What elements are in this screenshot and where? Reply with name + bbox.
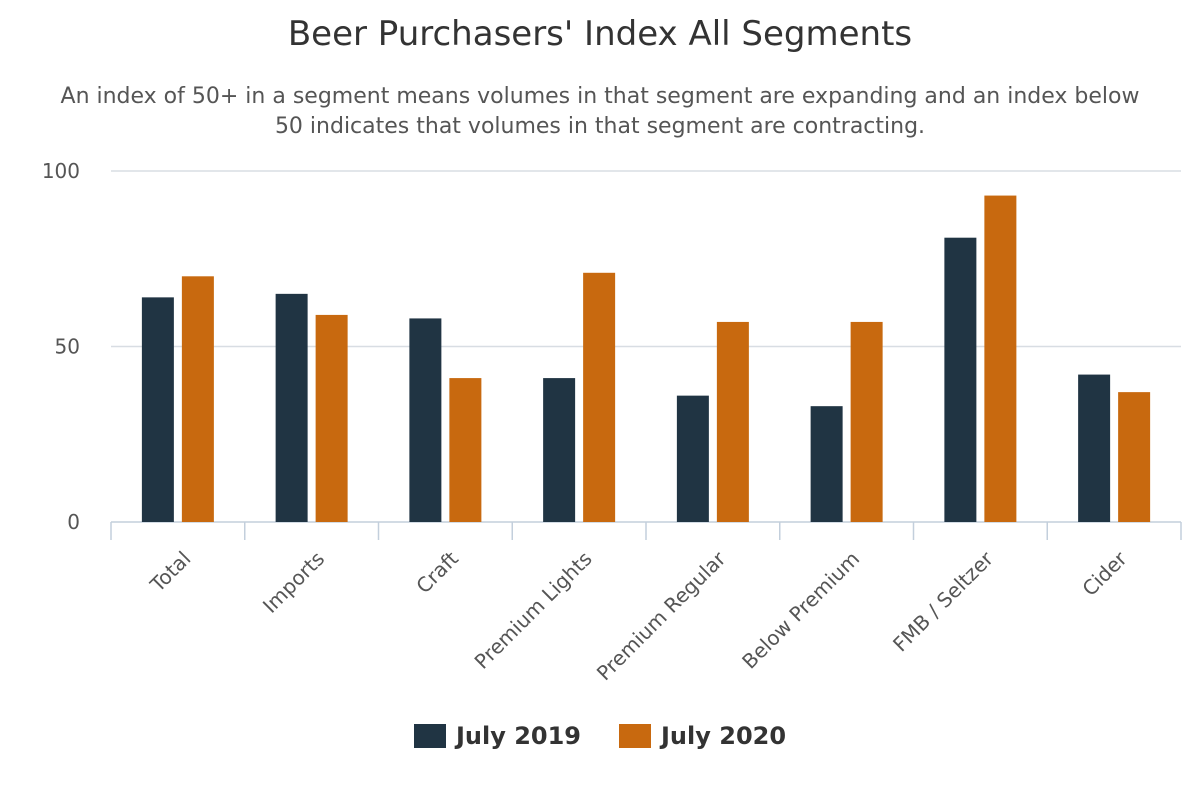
bar-craft-july-2019 [409,318,442,522]
x-tick-label-premium-regular: Premium Regular [592,546,731,685]
x-tick-label-imports: Imports [258,547,329,618]
chart-subtitle: An index of 50+ in a segment means volum… [60,84,1140,139]
legend-label-july-2020: July 2020 [661,722,787,750]
bar-premium-lights-july-2019 [543,378,576,522]
bar-imports-july-2019 [275,293,308,522]
bar-below-premium-july-2019 [810,406,843,522]
x-tick-label-cider: Cider [1077,546,1132,601]
chart-title: Beer Purchasers' Index All Segments [287,14,913,54]
legend-swatch-july-2020 [619,724,651,748]
bar-total-july-2020 [181,276,214,522]
x-tick-label-fmb-seltzer: FMB / Seltzer [888,546,998,656]
bar-premium-lights-july-2020 [583,272,616,522]
legend-label-july-2019: July 2019 [455,722,581,750]
x-tick-label-total: Total [145,547,196,598]
bar-below-premium-july-2020 [850,321,883,522]
bar-cider-july-2020 [1118,392,1151,522]
bar-total-july-2019 [141,297,174,522]
y-tick-label-50: 50 [55,335,80,359]
x-tick-label-premium-lights: Premium Lights [470,547,597,674]
x-tick-label-below-premium: Below Premium [737,547,864,674]
bar-premium-regular-july-2019 [676,395,709,522]
y-tick-label-100: 100 [42,159,80,183]
bar-fmb-seltzer-july-2020 [984,195,1017,522]
legend: July 2019 July 2020 [0,722,1200,750]
bar-craft-july-2020 [449,378,482,522]
y-tick-label-0: 0 [67,510,80,534]
bar-cider-july-2019 [1078,374,1111,522]
legend-item-july-2020[interactable]: July 2020 [619,722,786,750]
legend-item-july-2019[interactable]: July 2019 [413,722,581,750]
legend-swatch-july-2019 [413,724,446,748]
bar-fmb-seltzer-july-2019 [944,237,977,522]
bar-premium-regular-july-2020 [716,321,749,522]
bar-imports-july-2020 [315,314,348,522]
x-tick-label-craft: Craft [411,546,463,598]
